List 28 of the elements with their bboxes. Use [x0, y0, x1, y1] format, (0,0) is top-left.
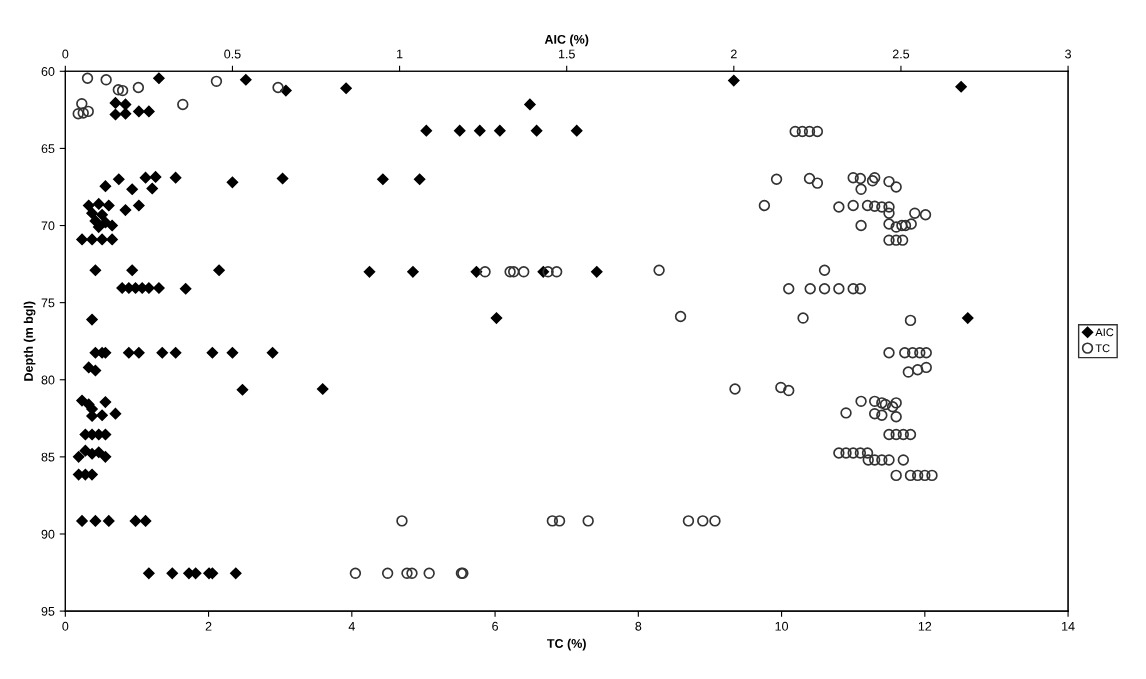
y-tick-label: 90 — [41, 529, 55, 539]
x-tick-label: 10 — [775, 621, 789, 631]
y-tick-label: 85 — [41, 452, 55, 462]
x-axis-title: TC (%) — [547, 638, 586, 651]
x2-tick-label: 2.5 — [892, 49, 910, 59]
x-tick-label: 12 — [918, 621, 932, 631]
x2-tick-label: 0 — [62, 49, 69, 59]
x-tick-label: 2 — [205, 621, 212, 631]
y-tick-label: 65 — [41, 144, 55, 154]
x2-tick-label: 1.5 — [558, 49, 575, 59]
y-tick-label: 60 — [41, 67, 55, 76]
y-tick-label: 80 — [41, 375, 55, 385]
x-tick-label: 0 — [62, 621, 69, 631]
y-tick-label: 70 — [41, 221, 55, 231]
y-tick-label: 95 — [41, 606, 55, 616]
x-tick-label: 14 — [1062, 621, 1075, 631]
x2-tick-label: 2 — [730, 49, 737, 59]
legend-label: AIC — [1095, 328, 1114, 337]
x2-tick-label: 1 — [397, 49, 403, 59]
x-tick-label: 4 — [348, 621, 355, 631]
y-axis-title: Depth (m bgl) — [23, 301, 36, 381]
x2-tick-label: 3 — [1065, 49, 1071, 59]
x2-tick-label: 0.5 — [224, 49, 241, 59]
x-tick-label: 8 — [635, 621, 642, 631]
x-tick-label: 6 — [492, 621, 498, 631]
x2-axis-title: AIC (%) — [544, 34, 589, 47]
y-tick-label: 75 — [41, 298, 55, 308]
legend-label: TC — [1095, 344, 1110, 353]
